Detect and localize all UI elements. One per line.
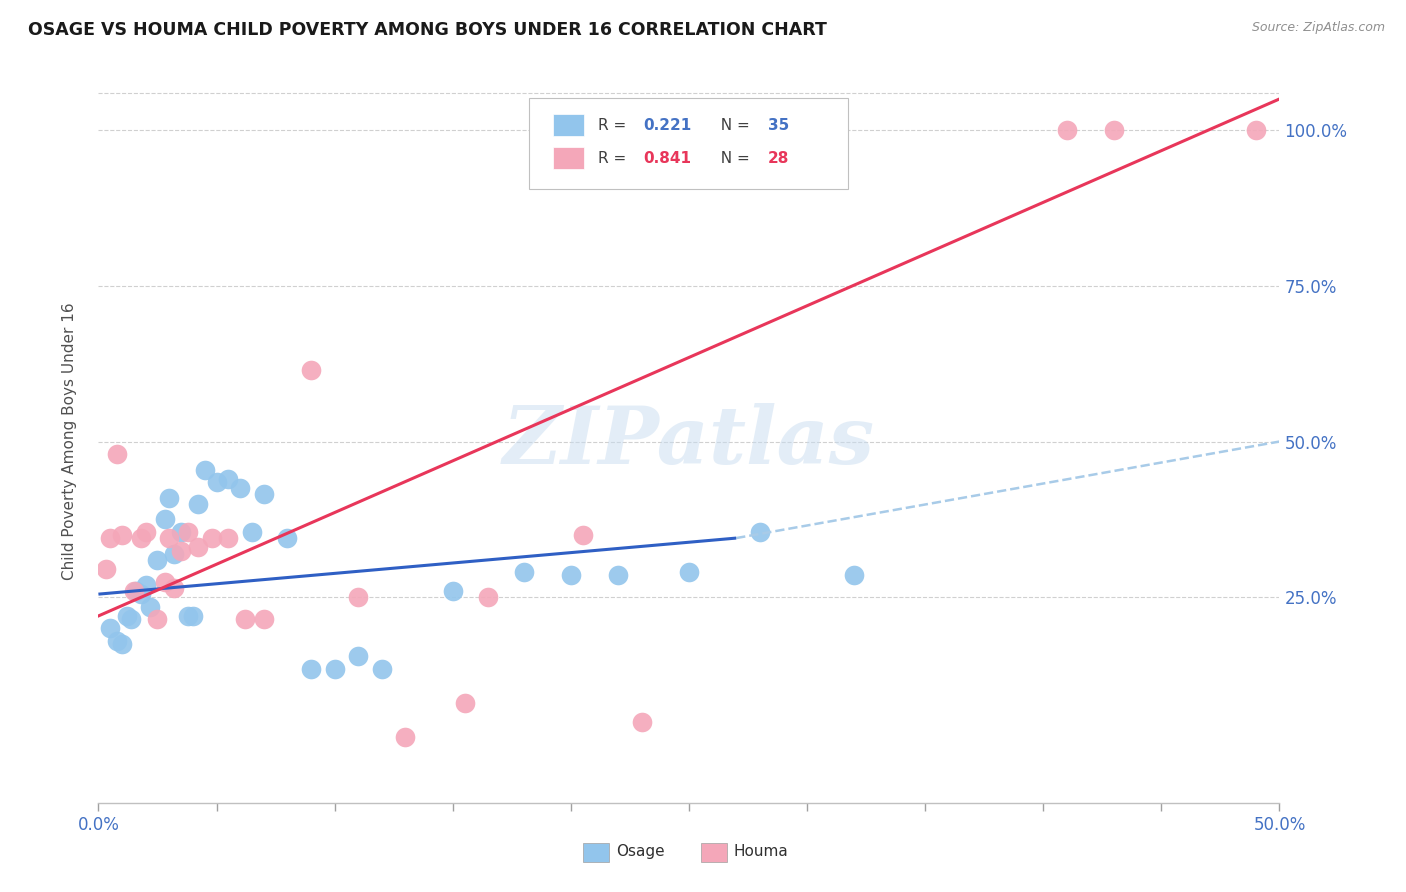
Point (347, 591, 370, 605)
Point (105, 633, 128, 648)
Point (1102, 123, 1125, 137)
FancyBboxPatch shape (582, 843, 609, 862)
Point (121, 612, 143, 626)
Point (253, 612, 276, 626)
Point (233, 612, 256, 626)
Point (347, 649, 370, 664)
Point (157, 531, 180, 545)
Point (678, 566, 700, 580)
Point (299, 363, 322, 377)
Point (229, 481, 252, 495)
Point (201, 531, 224, 545)
Point (170, 543, 193, 558)
Point (94, 562, 117, 576)
Point (157, 491, 180, 505)
Point (177, 524, 200, 539)
Point (129, 531, 152, 545)
Point (194, 462, 217, 476)
Point (163, 547, 186, 561)
Point (98, 531, 121, 545)
Point (276, 531, 298, 545)
Point (630, 714, 652, 729)
Point (135, 524, 157, 539)
Point (105, 447, 128, 461)
Point (177, 609, 200, 624)
Point (607, 568, 630, 582)
Point (240, 524, 263, 539)
Point (170, 524, 193, 539)
Point (512, 566, 534, 580)
Point (153, 574, 176, 589)
Point (187, 541, 209, 555)
Text: R =: R = (598, 118, 631, 133)
Text: N =: N = (711, 118, 755, 133)
Point (1056, 123, 1078, 137)
Point (139, 599, 162, 614)
Text: 35: 35 (768, 118, 789, 133)
Point (477, 591, 499, 605)
Point (748, 524, 770, 539)
Point (371, 662, 394, 676)
FancyBboxPatch shape (530, 98, 848, 189)
Point (217, 472, 239, 486)
Point (163, 581, 186, 595)
Point (253, 487, 276, 501)
Point (146, 553, 169, 567)
FancyBboxPatch shape (700, 843, 727, 862)
Point (441, 584, 464, 599)
Point (98, 621, 121, 635)
Text: OSAGE VS HOUMA CHILD POVERTY AMONG BOYS UNDER 16 CORRELATION CHART: OSAGE VS HOUMA CHILD POVERTY AMONG BOYS … (28, 21, 827, 38)
Point (453, 696, 475, 710)
Text: 0.841: 0.841 (643, 151, 690, 166)
Point (111, 528, 134, 542)
Point (394, 731, 416, 745)
Point (217, 531, 239, 545)
Point (187, 497, 209, 511)
Point (844, 568, 866, 582)
Point (205, 475, 228, 489)
Point (181, 609, 204, 624)
FancyBboxPatch shape (553, 114, 583, 136)
Point (153, 512, 176, 526)
Point (135, 578, 157, 592)
Y-axis label: Child Poverty Among Boys Under 16: Child Poverty Among Boys Under 16 (62, 302, 77, 581)
Point (125, 584, 148, 599)
FancyBboxPatch shape (553, 147, 583, 169)
Point (571, 528, 593, 542)
Point (129, 587, 152, 601)
Text: N =: N = (711, 151, 755, 166)
Text: Source: ZipAtlas.com: Source: ZipAtlas.com (1251, 21, 1385, 34)
Text: ZIPatlas: ZIPatlas (503, 403, 875, 480)
Point (299, 662, 322, 676)
Point (323, 662, 346, 676)
Point (111, 637, 134, 651)
Text: R =: R = (598, 151, 631, 166)
Text: 28: 28 (768, 151, 789, 166)
Point (146, 612, 169, 626)
Text: Osage: Osage (616, 845, 665, 859)
Text: 0.221: 0.221 (643, 118, 692, 133)
Point (1244, 123, 1267, 137)
Point (560, 568, 582, 582)
Text: Houma: Houma (734, 845, 789, 859)
Point (122, 584, 145, 599)
Point (115, 609, 138, 624)
